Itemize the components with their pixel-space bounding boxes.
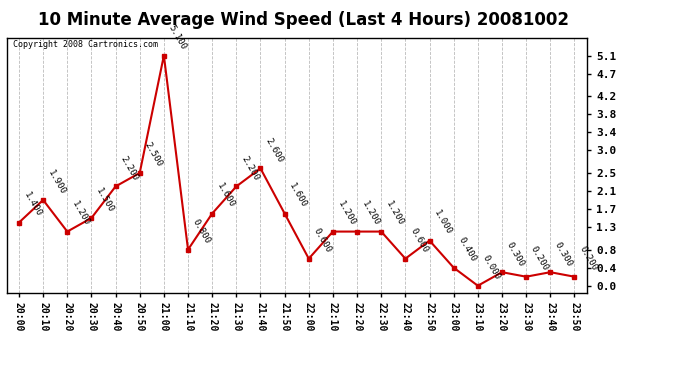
- Text: 0.000: 0.000: [481, 254, 502, 282]
- Text: 1.600: 1.600: [215, 182, 236, 209]
- Text: 2.500: 2.500: [143, 141, 164, 169]
- Text: 1.200: 1.200: [384, 200, 405, 227]
- Text: 0.200: 0.200: [529, 245, 550, 273]
- Text: 2.200: 2.200: [119, 154, 139, 182]
- Text: 2.600: 2.600: [264, 136, 284, 164]
- Text: 0.800: 0.800: [191, 217, 212, 246]
- Text: 0.400: 0.400: [457, 236, 477, 264]
- Text: 1.200: 1.200: [70, 200, 91, 227]
- Text: 5.100: 5.100: [167, 24, 188, 51]
- Text: 1.500: 1.500: [95, 186, 115, 214]
- Text: 1.000: 1.000: [433, 209, 453, 236]
- Text: 2.200: 2.200: [239, 154, 260, 182]
- Text: 0.600: 0.600: [312, 227, 333, 255]
- Text: 1.200: 1.200: [336, 200, 357, 227]
- Text: 1.900: 1.900: [46, 168, 67, 196]
- Text: 0.200: 0.200: [578, 245, 598, 273]
- Text: 0.300: 0.300: [505, 240, 526, 268]
- Text: 10 Minute Average Wind Speed (Last 4 Hours) 20081002: 10 Minute Average Wind Speed (Last 4 Hou…: [38, 11, 569, 29]
- Text: 0.600: 0.600: [408, 227, 429, 255]
- Text: 1.400: 1.400: [22, 190, 43, 218]
- Text: 1.600: 1.600: [288, 182, 308, 209]
- Text: 1.200: 1.200: [360, 200, 381, 227]
- Text: 0.300: 0.300: [553, 240, 574, 268]
- Text: Copyright 2008 Cartronics.com: Copyright 2008 Cartronics.com: [12, 40, 158, 49]
